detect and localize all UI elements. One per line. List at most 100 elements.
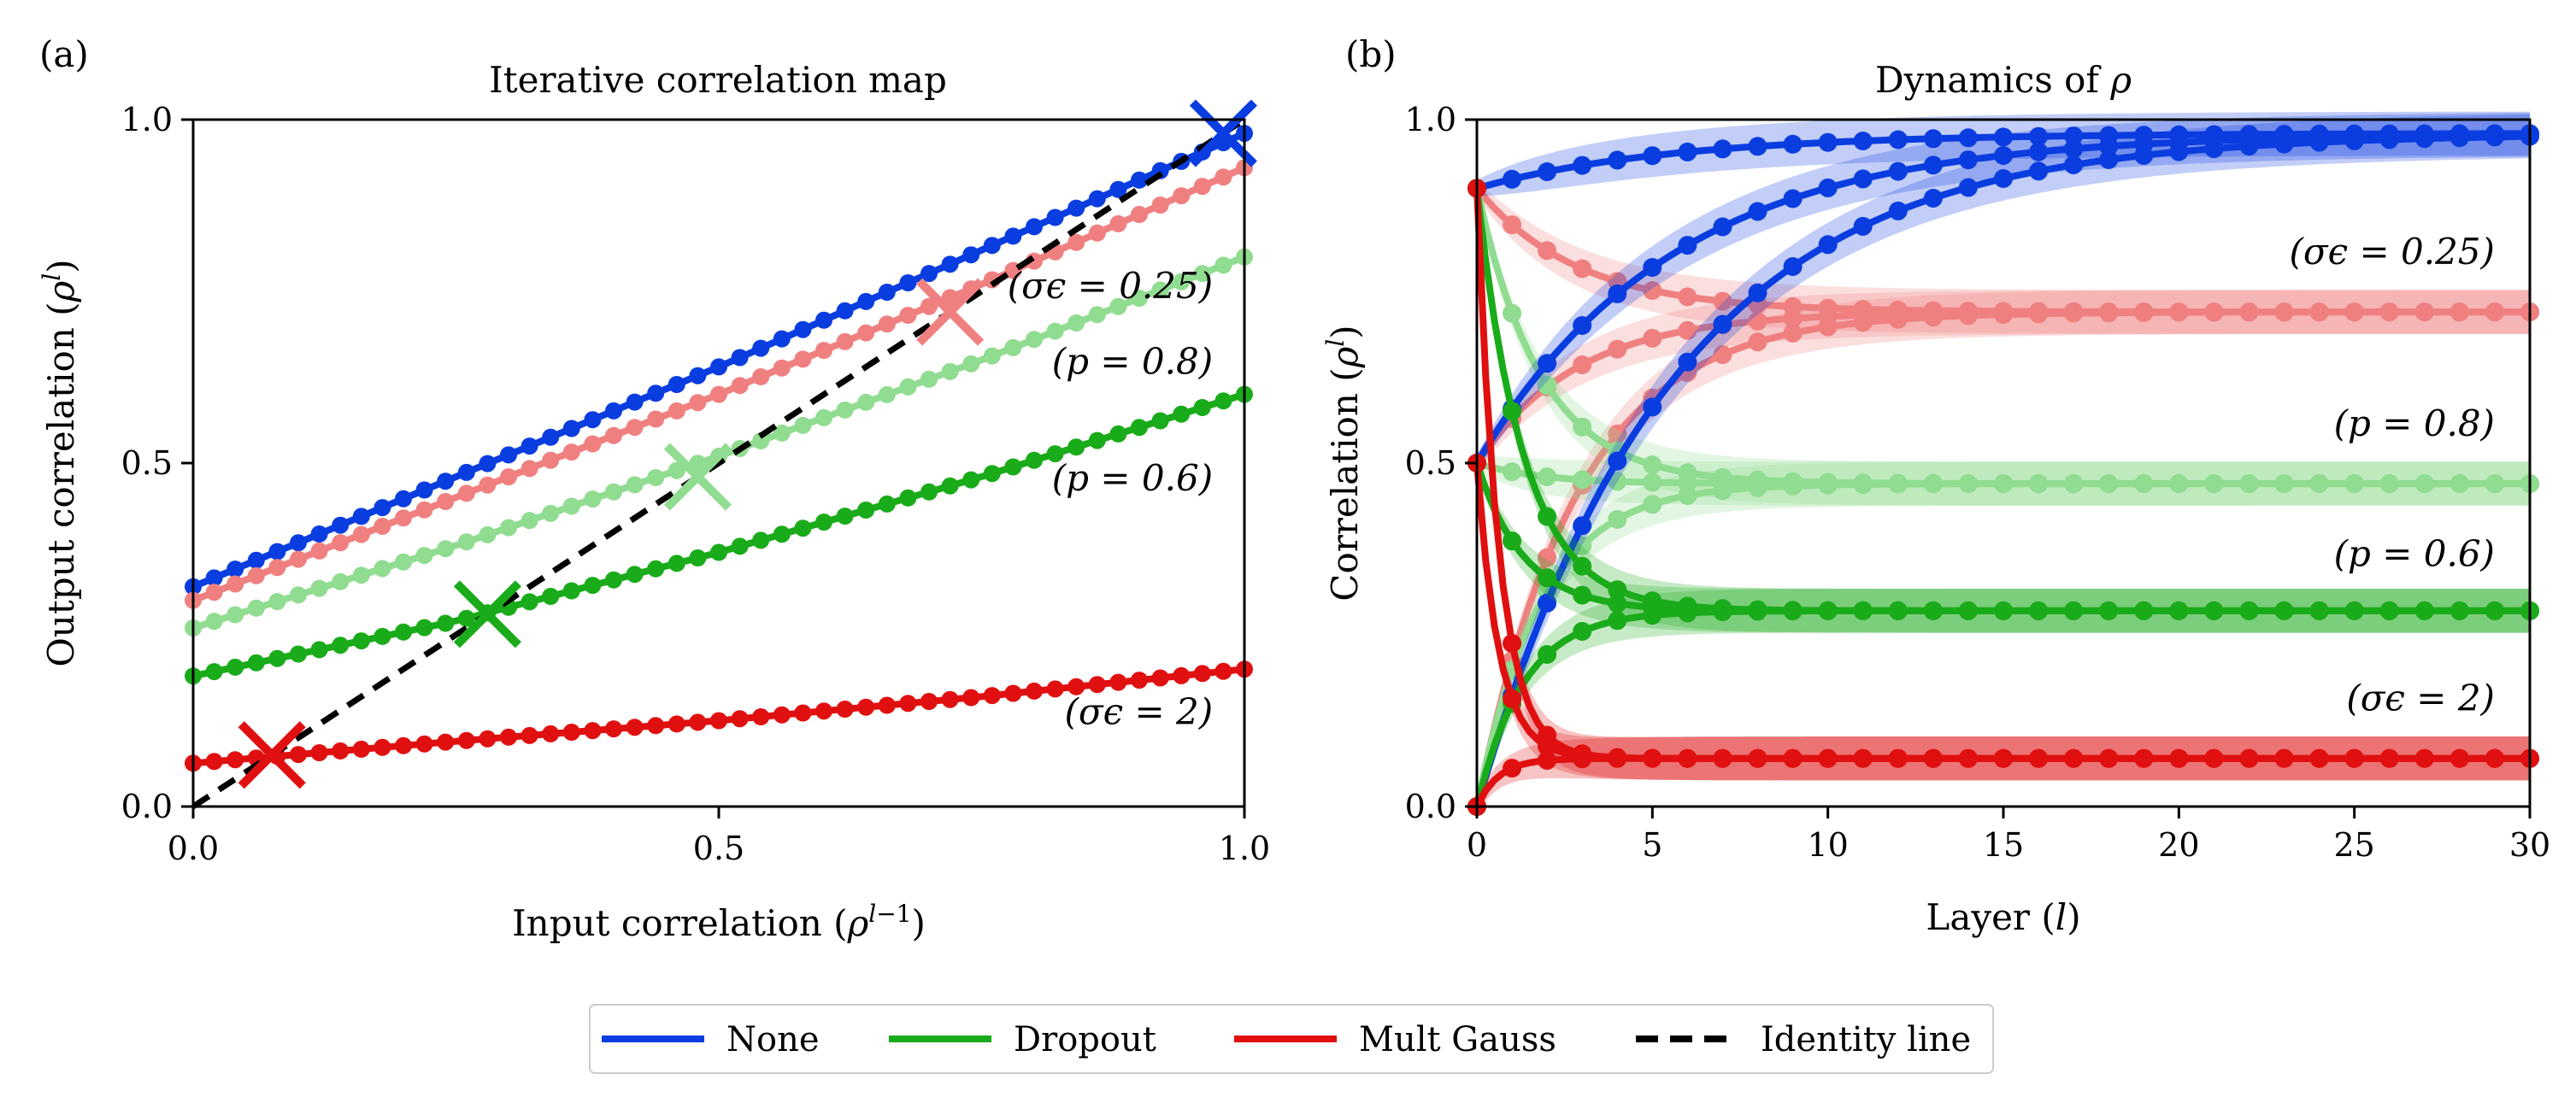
data-point <box>2274 748 2294 768</box>
data-point <box>1748 202 1767 221</box>
data-point <box>836 332 854 350</box>
data-point <box>457 609 475 627</box>
data-point <box>899 307 917 324</box>
data-point <box>2274 601 2294 620</box>
data-point <box>290 645 307 663</box>
data-point <box>1004 227 1022 245</box>
data-point <box>310 641 328 659</box>
data-point <box>1853 475 1873 494</box>
data-point <box>1994 474 2013 494</box>
data-point <box>373 518 391 535</box>
data-point <box>2379 601 2399 620</box>
data-point <box>1538 751 1557 770</box>
data-point <box>226 606 244 624</box>
data-point <box>1853 169 1873 189</box>
x-tick-label: 0 <box>1467 826 1487 864</box>
data-point <box>1573 749 1592 769</box>
data-point <box>1538 354 1557 373</box>
data-point <box>920 370 938 388</box>
data-point <box>899 489 917 507</box>
data-point <box>542 725 560 742</box>
data-point <box>689 394 707 412</box>
data-point <box>415 735 433 753</box>
data-point <box>1643 146 1662 166</box>
data-point <box>815 342 832 360</box>
panel-a-annotations: (σϵ = 0.25) (p = 0.8) (p = 0.6) (σϵ = 2) <box>1008 265 1213 732</box>
data-point <box>1608 580 1627 600</box>
annotation: (σϵ = 0.25) <box>2290 231 2495 273</box>
data-point <box>1193 665 1211 683</box>
data-point <box>1004 684 1022 702</box>
data-point <box>836 507 854 525</box>
data-point <box>962 689 980 707</box>
data-point <box>268 649 286 667</box>
x-tick-label: 15 <box>1983 826 2024 864</box>
data-point <box>2309 601 2329 620</box>
data-point <box>2029 142 2049 161</box>
data-point <box>2450 474 2469 494</box>
data-point <box>1818 178 1838 197</box>
panel-a-plot-area <box>185 99 1257 809</box>
data-point <box>1853 132 1873 150</box>
data-point <box>2379 130 2399 150</box>
data-point <box>290 746 307 764</box>
data-point <box>395 490 412 507</box>
data-point <box>857 698 875 716</box>
data-point <box>710 543 727 561</box>
data-point <box>1643 495 1662 514</box>
data-point <box>373 499 391 517</box>
annotation: (p = 0.8) <box>2334 402 2495 444</box>
panel-b-xlabel: Layer (l) <box>1926 896 2080 938</box>
data-point <box>479 730 497 748</box>
confidence-band <box>1477 736 2530 815</box>
series-p08 <box>185 248 1253 637</box>
data-point <box>836 401 854 419</box>
data-point <box>2239 302 2259 322</box>
data-point <box>752 368 770 385</box>
data-point <box>268 559 286 577</box>
data-point <box>878 696 896 714</box>
data-point <box>1131 206 1148 223</box>
data-point <box>310 744 328 761</box>
data-point <box>1067 678 1085 695</box>
data-point <box>1923 601 1943 620</box>
data-point <box>1994 305 2013 325</box>
data-point <box>268 593 286 611</box>
data-point <box>1888 474 1908 494</box>
data-point <box>752 432 770 449</box>
data-point <box>1958 150 1978 170</box>
data-point <box>1678 352 1697 372</box>
data-point <box>773 424 791 442</box>
panel-b-ylabel: Correlation (ρl) <box>1321 325 1366 601</box>
data-point <box>520 437 538 455</box>
data-point <box>647 560 665 578</box>
data-point <box>899 378 917 396</box>
panel-b-ticks: 0 5 10 15 20 25 30 0.0 0.5 1.0 <box>1405 101 2551 864</box>
data-point <box>2169 142 2189 161</box>
data-point <box>1853 748 1873 768</box>
data-point <box>205 663 223 681</box>
data-point <box>752 339 770 357</box>
data-point <box>2064 155 2084 174</box>
data-point <box>1783 748 1803 768</box>
data-point <box>2134 748 2154 768</box>
data-point <box>1538 736 1557 756</box>
data-point <box>1643 472 1662 492</box>
annotation: (σϵ = 2) <box>1065 691 1214 733</box>
data-point <box>1643 258 1662 277</box>
data-point <box>415 501 433 519</box>
data-point <box>1748 311 1767 331</box>
data-point <box>2485 474 2504 494</box>
fixed-point-marker-sigma2 <box>238 721 306 789</box>
data-point <box>247 599 265 617</box>
data-point <box>1109 180 1127 198</box>
data-point <box>352 566 370 584</box>
data-point <box>395 736 412 754</box>
data-point <box>1923 474 1943 494</box>
panel-a: (a) Iterative correlation map (σϵ = 0.25… <box>38 33 1270 944</box>
data-point <box>794 519 812 537</box>
data-point <box>878 315 896 333</box>
data-point <box>857 324 875 342</box>
data-point <box>500 446 517 464</box>
data-point <box>2204 474 2224 494</box>
